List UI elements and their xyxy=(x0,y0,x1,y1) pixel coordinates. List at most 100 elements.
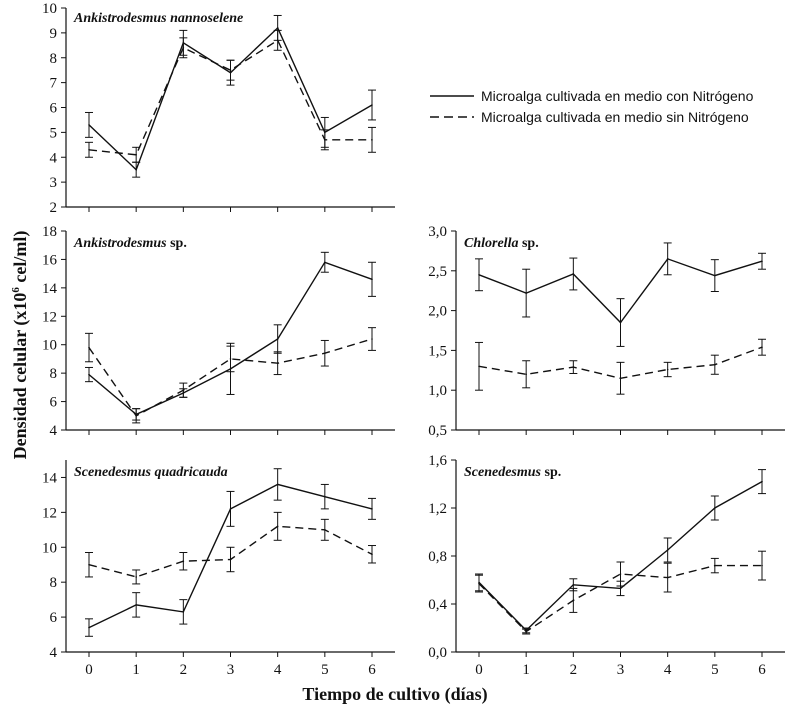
data-point xyxy=(714,363,716,366)
panel-title-italic: Scenedesmus xyxy=(464,465,542,480)
legend: Microalga cultivada en medio con Nitróge… xyxy=(430,88,754,125)
y-tick-label: 4 xyxy=(50,423,58,439)
y-axis-label: Densidad celular (x106 cel/ml) xyxy=(10,231,31,460)
data-point xyxy=(276,483,279,486)
x-tick-label: 5 xyxy=(711,662,719,678)
data-point xyxy=(88,626,90,629)
data-point xyxy=(88,346,90,349)
data-point xyxy=(182,47,185,49)
data-point xyxy=(324,495,326,498)
y-tick-label: 0,8 xyxy=(428,549,447,565)
y-tick-label: 0,0 xyxy=(428,645,447,661)
data-point xyxy=(276,338,279,340)
data-point xyxy=(761,480,763,483)
data-point xyxy=(88,373,90,376)
data-point xyxy=(371,553,373,556)
x-tick-label: 1 xyxy=(522,662,530,678)
data-point xyxy=(88,563,90,566)
data-point xyxy=(276,525,279,528)
y-tick-label: 8 xyxy=(50,51,58,67)
y-tick-label: 8 xyxy=(50,366,58,382)
y-tick-label: 1,6 xyxy=(428,453,447,469)
panel-title: Ankistrodesmus nannoselene xyxy=(73,11,243,26)
series-sin-nitrogeno xyxy=(85,511,376,585)
data-point xyxy=(619,321,622,324)
data-point xyxy=(371,104,373,106)
data-point xyxy=(182,389,185,392)
panel-title-italic: Ankistrodesmus xyxy=(73,236,167,251)
y-tick-label: 10 xyxy=(42,1,57,17)
data-point xyxy=(276,39,279,42)
data-point xyxy=(276,27,279,29)
y-tick-label: 9 xyxy=(50,26,58,42)
x-tick-label: 2 xyxy=(570,662,578,678)
panel-0: 2 3 4 5 6 7 8 9 10 Ankistrodesmus nannoselene xyxy=(42,1,395,216)
y-tick-label: 1,2 xyxy=(428,501,447,517)
x-tick-label: 3 xyxy=(617,662,625,678)
x-axis-label: Tiempo de cultivo (días) xyxy=(302,684,487,705)
data-point xyxy=(619,377,622,380)
data-point xyxy=(478,273,480,276)
data-point xyxy=(324,529,326,531)
y-tick-label: 14 xyxy=(42,470,58,486)
data-point xyxy=(182,560,185,563)
data-point xyxy=(324,352,326,355)
y-tick-label: 14 xyxy=(42,281,58,297)
x-tick-label: 4 xyxy=(274,662,282,678)
panel-title: Chlorella sp. xyxy=(464,236,539,251)
y-tick-label: 8 xyxy=(50,575,58,591)
panel-title-italic: Chlorella xyxy=(464,236,518,251)
data-point xyxy=(135,414,137,417)
y-tick-label: 6 xyxy=(50,610,58,626)
x-tick-label: 2 xyxy=(180,662,188,678)
series-sin-nitrogeno xyxy=(85,29,376,163)
data-point xyxy=(478,365,480,368)
y-tick-label: 3 xyxy=(50,175,58,191)
data-point xyxy=(88,148,90,151)
series-sin-nitrogeno xyxy=(85,327,376,424)
y-tick-label: 10 xyxy=(42,540,57,556)
y-tick-label: 6 xyxy=(50,101,58,117)
data-point xyxy=(525,373,527,376)
x-tick-label: 6 xyxy=(368,662,376,678)
data-point xyxy=(371,278,373,281)
data-point xyxy=(135,576,137,578)
y-tick-label: 10 xyxy=(42,338,57,354)
y-axis-label-main: Densidad celular (x10 xyxy=(10,293,31,460)
y-tick-label: 18 xyxy=(42,224,57,240)
y-tick-label: 12 xyxy=(42,309,57,325)
y-tick-label: 2 xyxy=(50,200,58,216)
y-tick-label: 5 xyxy=(50,125,58,141)
y-tick-label: 12 xyxy=(42,505,57,521)
panel-title-suffix: sp. xyxy=(541,465,561,480)
series-con-nitrogeno xyxy=(475,242,766,347)
data-point xyxy=(135,153,137,156)
data-point xyxy=(761,564,763,567)
data-point xyxy=(371,338,373,340)
legend-label-con-nitrogeno: Microalga cultivada en medio con Nitróge… xyxy=(481,88,754,104)
series-sin-nitrogeno xyxy=(475,550,766,635)
x-tick-label: 0 xyxy=(85,662,93,678)
data-point xyxy=(666,368,669,371)
y-axis-label-tail: cel/ml) xyxy=(10,231,31,287)
data-point xyxy=(229,69,232,71)
y-tick-label: 3,0 xyxy=(428,224,447,240)
panel-title: Scenedesmus quadricauda xyxy=(74,465,228,480)
y-tick-label: 7 xyxy=(50,76,58,92)
data-point xyxy=(525,630,527,633)
panel-2: 0,5 1,0 1,5 2,0 2,5 3,0 Chlorella sp. xyxy=(428,224,785,439)
series-con-nitrogeno xyxy=(475,469,766,634)
data-point xyxy=(135,168,137,171)
x-tick-label: 5 xyxy=(321,662,329,678)
x-tick-label: 4 xyxy=(664,662,672,678)
x-tick-label: 3 xyxy=(227,662,235,678)
panel-title-italic: Scenedesmus quadricauda xyxy=(74,465,228,480)
series-con-nitrogeno xyxy=(85,468,376,637)
data-point xyxy=(572,273,575,275)
x-tick-label: 6 xyxy=(758,662,766,678)
panel-1: 4 6 8 10 12 14 16 18 Ankistrodesmus sp. xyxy=(42,224,395,439)
y-tick-label: 1,0 xyxy=(428,383,447,399)
data-point xyxy=(666,576,669,579)
